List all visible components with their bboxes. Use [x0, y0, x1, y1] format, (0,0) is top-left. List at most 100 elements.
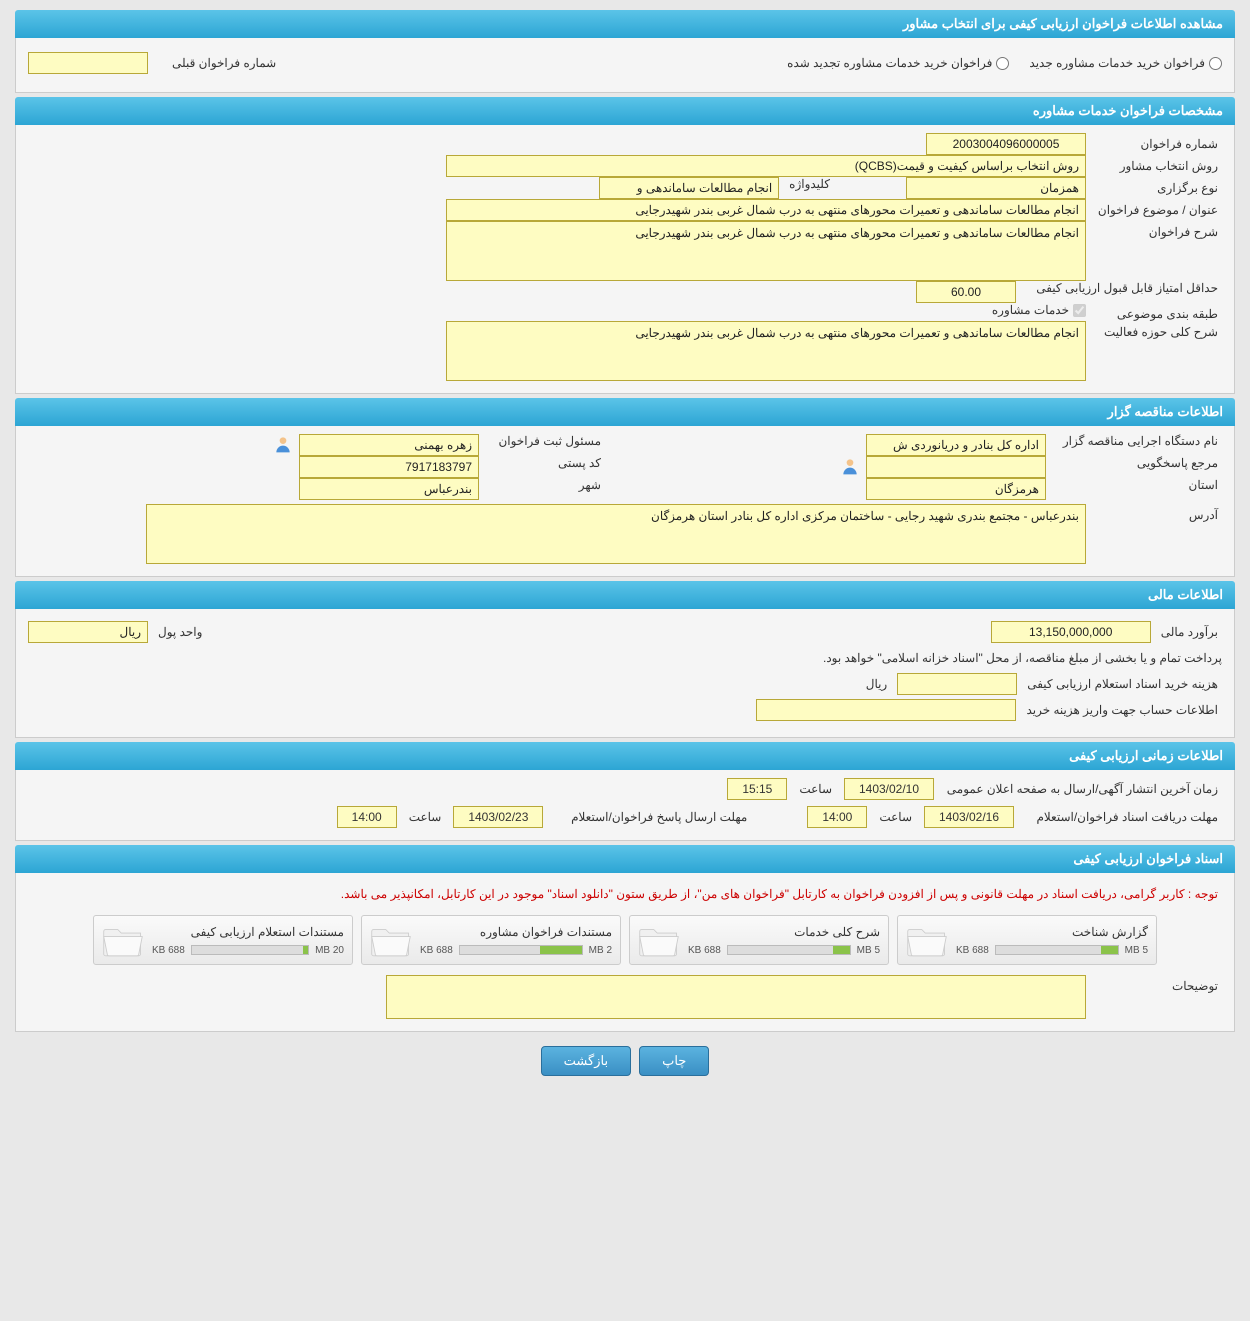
registrar-label: مسئول ثبت فراخوان: [485, 434, 605, 448]
document-title: مستندات استعلام ارزیابی کیفی: [152, 925, 344, 939]
document-used: 688 KB: [152, 945, 185, 956]
keyword-label: کلیدواژه: [785, 177, 834, 191]
folder-icon: [638, 922, 680, 958]
response-time: 14:00: [337, 806, 397, 828]
timing-panel: زمان آخرین انتشار آگهی/ارسال به صفحه اعل…: [15, 770, 1235, 841]
action-buttons: چاپ بازگشت: [15, 1046, 1235, 1076]
document-progress: [191, 945, 309, 955]
document-total: 20 MB: [315, 945, 344, 956]
call-number-label: شماره فراخوان: [1092, 133, 1222, 151]
prev-call-label: شماره فراخوان قبلی: [168, 56, 280, 70]
print-button[interactable]: چاپ: [639, 1046, 709, 1076]
timing-header-text: اطلاعات زمانی ارزیابی کیفی: [1069, 748, 1223, 763]
min-score-label: حداقل امتیاز قابل قبول ارزیابی کیفی: [1022, 281, 1222, 295]
document-card[interactable]: گزارش شناخت 5 MB 688 KB: [897, 915, 1157, 965]
contact-label: مرجع پاسخگویی: [1052, 456, 1222, 470]
desc-label: شرح فراخوان: [1092, 221, 1222, 239]
response-time-label: ساعت: [405, 810, 446, 824]
type-selection-panel: فراخوان خرید خدمات مشاوره جدید فراخوان خ…: [15, 38, 1235, 93]
document-progress: [459, 945, 583, 955]
method-label: روش انتخاب مشاور: [1092, 155, 1222, 173]
documents-notice: توجه : کاربر گرامی، دریافت اسناد در مهلت…: [28, 881, 1222, 907]
type-label: نوع برگزاری: [1092, 177, 1222, 195]
document-title: شرح کلی خدمات: [688, 925, 880, 939]
publish-date: 1403/02/10: [844, 778, 934, 800]
min-score-field: 60.00: [916, 281, 1016, 303]
financial-panel: برآورد مالی 13,150,000,000 واحد پول ریال…: [15, 609, 1235, 738]
address-field: بندرعباس - مجتمع بندری شهید رجایی - ساخت…: [146, 504, 1086, 564]
radio-renewed-call-label: فراخوان خرید خدمات مشاوره تجدید شده: [787, 56, 992, 70]
radio-new-call-input[interactable]: [1209, 57, 1222, 70]
province-label: استان: [1052, 478, 1222, 492]
publish-time: 15:15: [727, 778, 787, 800]
province-field: هرمزگان: [866, 478, 1046, 500]
doc-cost-unit: ریال: [862, 677, 892, 691]
back-button[interactable]: بازگشت: [541, 1046, 631, 1076]
org-label: نام دستگاه اجرایی مناقصه گزار: [1052, 434, 1222, 448]
title-label: عنوان / موضوع فراخوان: [1092, 199, 1222, 217]
timing-header: اطلاعات زمانی ارزیابی کیفی: [15, 742, 1235, 770]
receive-time: 14:00: [807, 806, 867, 828]
currency-field: ریال: [28, 621, 148, 643]
publish-label: زمان آخرین انتشار آگهی/ارسال به صفحه اعل…: [942, 782, 1222, 796]
currency-label: واحد پول: [154, 625, 206, 639]
user-icon[interactable]: [840, 456, 860, 476]
radio-renewed-call-input[interactable]: [996, 57, 1009, 70]
document-title: مستندات فراخوان مشاوره: [420, 925, 612, 939]
response-date: 1403/02/23: [453, 806, 543, 828]
document-used: 688 KB: [956, 945, 989, 956]
category-checkbox: [1073, 304, 1086, 317]
tenderer-panel: نام دستگاه اجرایی مناقصه گزار اداره کل ب…: [15, 426, 1235, 577]
document-card[interactable]: مستندات فراخوان مشاوره 2 MB 688 KB: [361, 915, 621, 965]
address-label: آدرس: [1092, 504, 1222, 522]
radio-new-call-label: فراخوان خرید خدمات مشاوره جدید: [1029, 56, 1205, 70]
city-field: بندرعباس: [299, 478, 479, 500]
document-total: 2 MB: [589, 945, 612, 956]
user-icon-2[interactable]: [273, 434, 293, 454]
document-progress: [995, 945, 1119, 955]
financial-header: اطلاعات مالی: [15, 581, 1235, 609]
contact-field: [866, 456, 1046, 478]
folder-icon: [102, 922, 144, 958]
estimate-field: 13,150,000,000: [991, 621, 1151, 643]
city-label: شهر: [485, 478, 605, 492]
radio-renewed-call[interactable]: فراخوان خرید خدمات مشاوره تجدید شده: [787, 56, 1009, 70]
category-checkbox-label: خدمات مشاوره: [992, 303, 1069, 317]
documents-header: اسناد فراخوان ارزیابی کیفی: [15, 845, 1235, 873]
receive-label: مهلت دریافت اسناد فراخوان/استعلام: [1022, 810, 1222, 824]
type-field: همزمان: [906, 177, 1086, 199]
account-label: اطلاعات حساب جهت واریز هزینه خرید: [1022, 703, 1222, 717]
desc-field: انجام مطالعات ساماندهی و تعمیرات محورهای…: [446, 221, 1086, 281]
comments-field: [386, 975, 1086, 1019]
keyword-field: انجام مطالعات ساماندهی و: [599, 177, 779, 199]
documents-header-text: اسناد فراخوان ارزیابی کیفی: [1073, 851, 1223, 866]
activity-label: شرح کلی حوزه فعالیت: [1092, 321, 1222, 339]
document-card[interactable]: مستندات استعلام ارزیابی کیفی 20 MB 688 KB: [93, 915, 353, 965]
document-card[interactable]: شرح کلی خدمات5 MB688 KB: [629, 915, 889, 965]
document-total: 5 MB: [1125, 945, 1148, 956]
activity-field: انجام مطالعات ساماندهی و تعمیرات محورهای…: [446, 321, 1086, 381]
tenderer-header: اطلاعات مناقصه گزار: [15, 398, 1235, 426]
spec-panel: شماره فراخوان 2003004096000005 روش انتخا…: [15, 125, 1235, 394]
spec-header-text: مشخصات فراخوان خدمات مشاوره: [1033, 103, 1223, 118]
postal-field: 7917183797: [299, 456, 479, 478]
document-title: گزارش شناخت: [956, 925, 1148, 939]
method-field: روش انتخاب براساس کیفیت و قیمت(QCBS): [446, 155, 1086, 177]
folder-icon: [370, 922, 412, 958]
document-used: 688 KB: [420, 945, 453, 956]
prev-call-field: [28, 52, 148, 74]
registrar-field: زهره بهمنی: [299, 434, 479, 456]
financial-header-text: اطلاعات مالی: [1148, 587, 1223, 602]
radio-new-call[interactable]: فراخوان خرید خدمات مشاوره جدید: [1029, 56, 1222, 70]
receive-date: 1403/02/16: [924, 806, 1014, 828]
response-label: مهلت ارسال پاسخ فراخوان/استعلام: [551, 810, 751, 824]
receive-time-label: ساعت: [875, 810, 916, 824]
account-field: [756, 699, 1016, 721]
doc-cost-label: هزینه خرید اسناد استعلام ارزیابی کیفی: [1023, 677, 1222, 691]
call-number-field: 2003004096000005: [926, 133, 1086, 155]
folder-icon: [906, 922, 948, 958]
documents-panel: توجه : کاربر گرامی، دریافت اسناد در مهلت…: [15, 873, 1235, 1032]
page-title: مشاهده اطلاعات فراخوان ارزیابی کیفی برای…: [903, 16, 1223, 31]
tenderer-header-text: اطلاعات مناقصه گزار: [1108, 404, 1223, 419]
title-field: انجام مطالعات ساماندهی و تعمیرات محورهای…: [446, 199, 1086, 221]
